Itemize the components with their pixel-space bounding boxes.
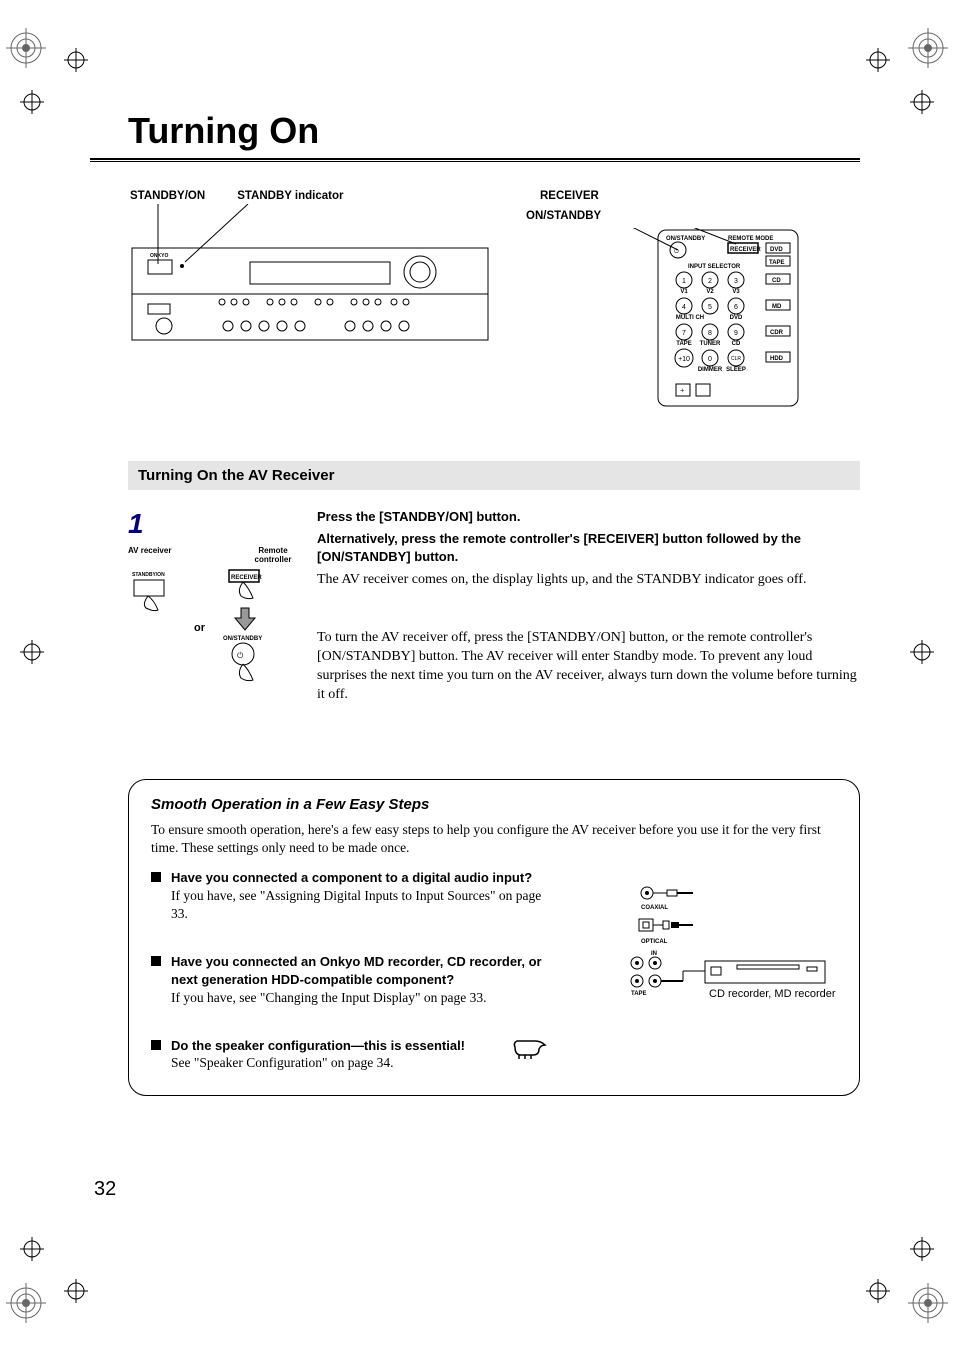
- recorder-connection-icon: IN TAPE CD recorder, MD recorder: [627, 947, 837, 1007]
- standby-on-label: STANDBY/ON: [130, 190, 205, 202]
- svg-text:IN: IN: [651, 951, 657, 957]
- check-item: Do the speaker configuration—this is ess…: [151, 1037, 837, 1073]
- svg-text:CD recorder, MD recorder: CD recorder, MD recorder: [709, 988, 836, 1000]
- registration-mark: [6, 28, 46, 68]
- crop-mark: [866, 48, 890, 72]
- svg-text:CDR: CDR: [770, 330, 784, 336]
- svg-text:ON/STANDBY: ON/STANDBY: [223, 636, 262, 642]
- check-question: Have you connected an Onkyo MD recorder,…: [171, 953, 561, 988]
- crop-mark: [20, 90, 44, 114]
- crop-mark: [20, 1237, 44, 1261]
- svg-text:ON/STANDBY: ON/STANDBY: [666, 236, 705, 242]
- svg-text:RECEIVER: RECEIVER: [231, 575, 262, 581]
- svg-text:SLEEP: SLEEP: [726, 367, 746, 373]
- svg-text:7: 7: [682, 330, 686, 337]
- svg-text:2: 2: [708, 278, 712, 285]
- remote-diagram: RECEIVER ON/STANDBY ON/STANDBY ⏻ REMOTE …: [550, 190, 810, 413]
- check-item: Have you connected an Onkyo MD recorder,…: [151, 953, 837, 1006]
- crop-mark: [910, 90, 934, 114]
- crop-mark: [910, 640, 934, 664]
- svg-text:HDD: HDD: [770, 356, 784, 362]
- svg-text:9: 9: [734, 330, 738, 337]
- svg-text:DIMMER: DIMMER: [698, 367, 723, 373]
- svg-text:RECEIVER: RECEIVER: [730, 247, 761, 253]
- svg-text:0: 0: [708, 356, 712, 363]
- title-rule-thick: [90, 158, 860, 160]
- check-item: Have you connected a component to a digi…: [151, 869, 837, 923]
- crop-mark: [64, 48, 88, 72]
- check-question: Have you connected a component to a digi…: [171, 869, 561, 887]
- press-standby-icon: STANDBY/ON: [128, 568, 186, 618]
- svg-text:6: 6: [734, 304, 738, 311]
- remote-controller-mini-label: Remote controller: [243, 546, 303, 564]
- svg-text:4: 4: [682, 304, 686, 311]
- svg-text:CD: CD: [772, 278, 781, 284]
- check-answer: If you have, see "Changing the Input Dis…: [171, 989, 561, 1007]
- crop-mark: [64, 1279, 88, 1303]
- crop-mark: [866, 1279, 890, 1303]
- svg-text:TAPE: TAPE: [769, 260, 785, 266]
- svg-text:ONKYO: ONKYO: [150, 253, 168, 259]
- svg-text:INPUT SELECTOR: INPUT SELECTOR: [688, 264, 741, 270]
- or-label: or: [194, 622, 205, 634]
- svg-text:V2: V2: [706, 289, 714, 295]
- check-answer: See "Speaker Configuration" on page 34.: [171, 1054, 561, 1072]
- registration-mark: [6, 1283, 46, 1323]
- registration-mark: [908, 28, 948, 68]
- step-instruction-1: Press the [STANDBY/ON] button.: [317, 508, 860, 526]
- section-header: Turning On the AV Receiver: [128, 461, 860, 490]
- svg-text:V3: V3: [732, 289, 740, 295]
- check-question: Do the speaker configuration—this is ess…: [171, 1037, 561, 1055]
- svg-text:5: 5: [708, 304, 712, 311]
- svg-text:STANDBY/ON: STANDBY/ON: [132, 572, 165, 578]
- crop-mark: [20, 640, 44, 664]
- receiver-callout: RECEIVER: [540, 190, 599, 202]
- svg-text:MULTI CH: MULTI CH: [676, 315, 704, 321]
- bullet-icon: [151, 956, 161, 966]
- svg-text:+: +: [680, 386, 685, 395]
- check-answer: If you have, see "Assigning Digital Inpu…: [171, 887, 561, 923]
- standby-indicator-label: STANDBY indicator: [237, 190, 343, 202]
- svg-text:DVD: DVD: [770, 247, 783, 253]
- step-number: 1: [128, 508, 303, 540]
- page-number: 32: [94, 1178, 116, 1201]
- title-rule-thin: [90, 161, 860, 162]
- hand-pointing-icon: [511, 1033, 551, 1063]
- svg-text:V1: V1: [680, 289, 688, 295]
- av-receiver-diagram: STANDBY/ON STANDBY indicator: [130, 190, 490, 413]
- step-instruction-2: Alternatively, press the remote controll…: [317, 530, 860, 566]
- info-box: Smooth Operation in a Few Easy Steps To …: [128, 779, 860, 1096]
- av-receiver-icon: ONKYO: [130, 204, 490, 344]
- svg-text:OPTICAL: OPTICAL: [641, 939, 668, 945]
- step-body-2: To turn the AV receiver off, press the […: [317, 629, 860, 705]
- svg-text:1: 1: [682, 278, 686, 285]
- svg-text:⏻: ⏻: [674, 248, 679, 255]
- svg-text:TAPE: TAPE: [676, 341, 692, 347]
- svg-text:3: 3: [734, 278, 738, 285]
- svg-text:COAXIAL: COAXIAL: [641, 905, 668, 911]
- av-receiver-mini-label: AV receiver: [128, 546, 171, 564]
- svg-text:+10: +10: [678, 356, 690, 363]
- svg-text:8: 8: [708, 330, 712, 337]
- infobox-intro: To ensure smooth operation, here's a few…: [151, 821, 837, 857]
- svg-text:TAPE: TAPE: [631, 991, 647, 997]
- on-standby-callout: ON/STANDBY: [526, 210, 601, 222]
- svg-text:DVD: DVD: [730, 315, 743, 321]
- svg-text:CLR: CLR: [731, 356, 741, 362]
- svg-text:REMOTE MODE: REMOTE MODE: [728, 236, 773, 242]
- infobox-title: Smooth Operation in a Few Easy Steps: [151, 796, 837, 813]
- registration-mark: [908, 1283, 948, 1323]
- step-body-1: The AV receiver comes on, the display li…: [317, 571, 860, 590]
- page-title: Turning On: [128, 110, 860, 152]
- bullet-icon: [151, 872, 161, 882]
- svg-text:CD: CD: [732, 341, 741, 347]
- press-remote-icon: RECEIVER ON/STANDBY ⏻: [213, 568, 273, 688]
- bullet-icon: [151, 1040, 161, 1050]
- svg-text:⏻: ⏻: [237, 651, 244, 660]
- svg-text:TUNER: TUNER: [700, 341, 721, 347]
- remote-icon: ON/STANDBY ⏻ REMOTE MODE RECEIVER DVD TA…: [550, 228, 810, 408]
- crop-mark: [910, 1237, 934, 1261]
- svg-text:MD: MD: [772, 304, 782, 310]
- coaxial-optical-icon: COAXIAL OPTICAL: [637, 883, 697, 953]
